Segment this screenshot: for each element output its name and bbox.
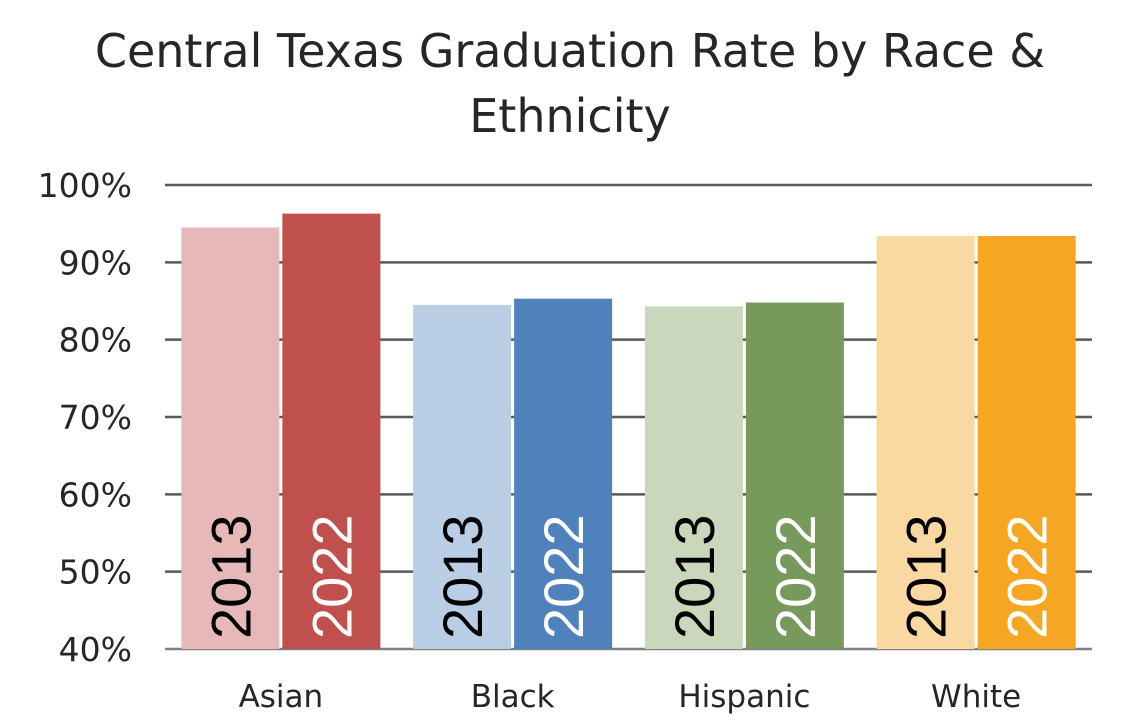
chart-title-line-2: Ethnicity — [469, 89, 671, 143]
y-tick-label: 40% — [59, 630, 132, 669]
bar-label: 2022 — [300, 514, 363, 639]
x-axis-categories: Asian Black Hispanic White — [239, 679, 1022, 715]
bar-label: 2022 — [532, 514, 595, 639]
bar-hispanic-2022 — [745, 302, 844, 649]
x-category-label: White — [931, 679, 1021, 715]
bar-black-2013 — [413, 304, 512, 649]
bar-hispanic-2013 — [644, 306, 743, 649]
bars: 2013 2022 2013 2022 2013 2022 2013 2022 — [181, 213, 1076, 650]
bar-label: 2013 — [895, 514, 958, 639]
y-axis-ticks: 40% 50% 60% 70% 80% 90% 100% — [38, 166, 132, 669]
y-tick-label: 50% — [59, 553, 132, 592]
bar-black-2022 — [514, 298, 613, 649]
bar-label: 2013 — [431, 514, 494, 639]
y-tick-label: 70% — [59, 398, 132, 437]
y-tick-label: 60% — [59, 475, 132, 514]
bar-white-2022 — [977, 236, 1076, 650]
bar-label: 2013 — [199, 514, 262, 639]
x-category-label: Black — [471, 679, 555, 715]
bar-label: 2022 — [996, 514, 1059, 639]
bar-asian-2022 — [282, 213, 381, 649]
bar-white-2013 — [876, 236, 975, 650]
y-tick-label: 80% — [59, 321, 132, 360]
x-category-label: Hispanic — [678, 679, 810, 715]
chart-title-line-1: Central Texas Graduation Rate by Race & — [95, 24, 1045, 78]
y-tick-label: 90% — [59, 243, 132, 282]
bar-asian-2013 — [181, 227, 280, 650]
x-category-label: Asian — [239, 679, 324, 715]
y-tick-label: 100% — [38, 166, 132, 205]
bar-label: 2022 — [764, 514, 827, 639]
bar-label: 2013 — [663, 514, 726, 639]
